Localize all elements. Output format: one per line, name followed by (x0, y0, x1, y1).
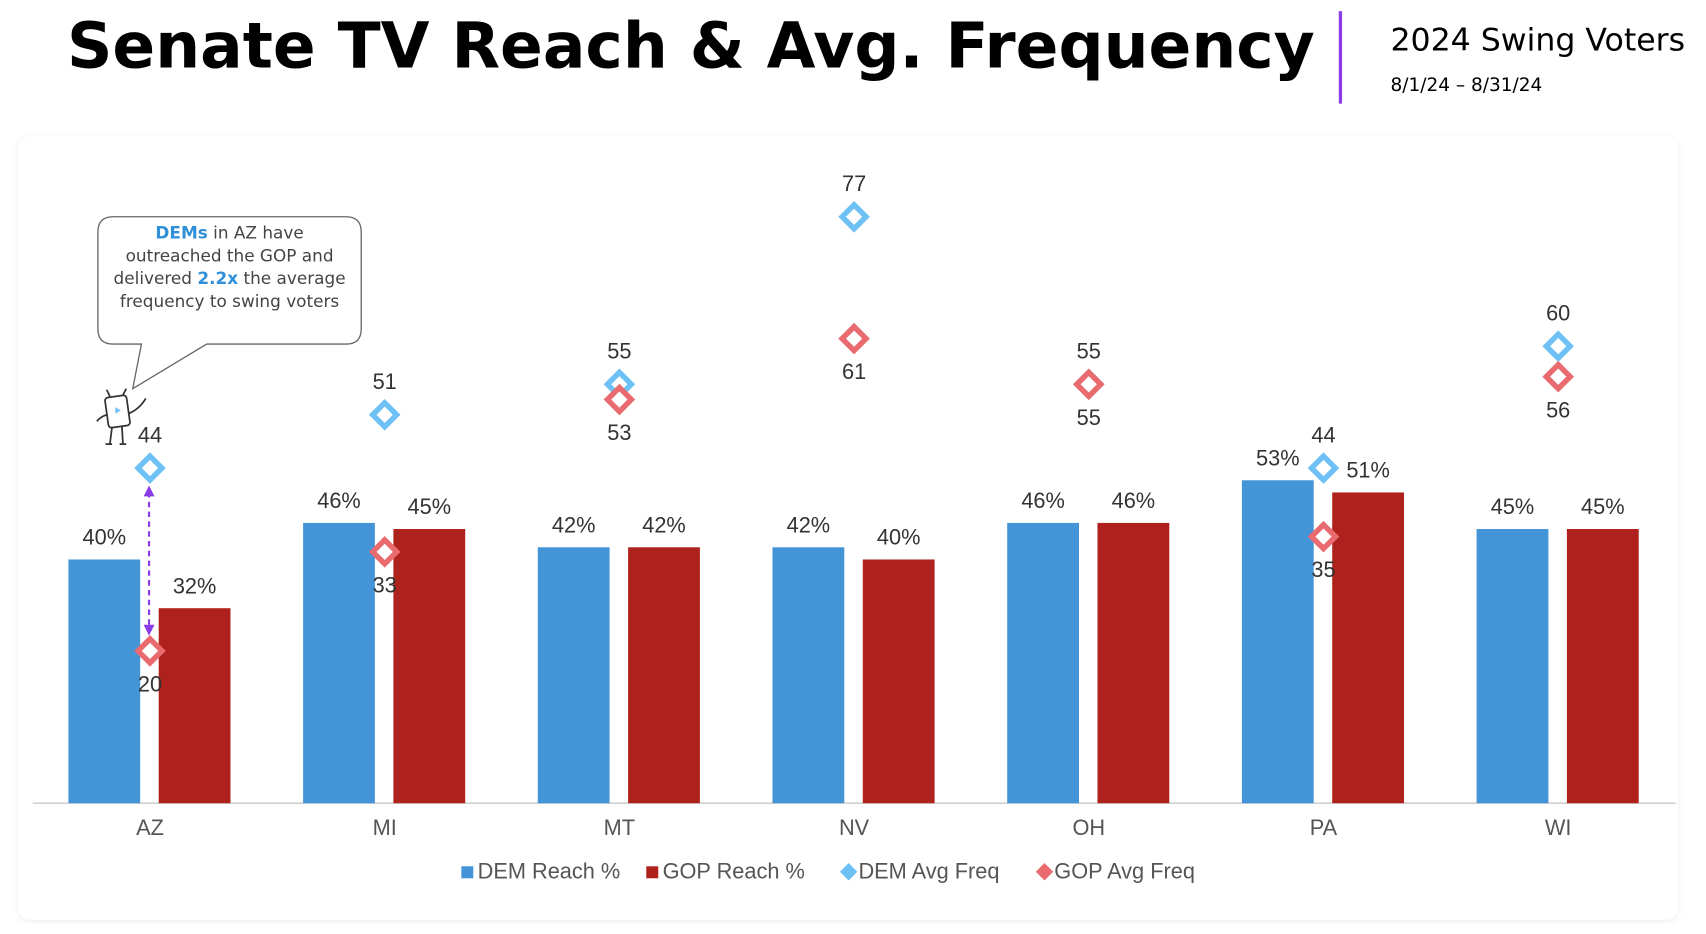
freq-value-label: 56 (1546, 397, 1570, 422)
x-tick-label: NV (839, 815, 870, 840)
freq-marker (838, 322, 870, 355)
bar-value-label: 40% (83, 525, 127, 550)
freq-value-label: 44 (138, 422, 162, 447)
bar-value-label: 42% (552, 512, 596, 537)
freq-value-label: 55 (1077, 339, 1101, 364)
freq-value-label: 33 (373, 572, 397, 597)
date-range: 8/1/24 – 8/31/24 (1390, 75, 1542, 96)
bar-value-label: 32% (173, 573, 217, 598)
legend-label: DEM Reach % (478, 859, 621, 884)
freq-value-label: 77 (842, 171, 866, 196)
freq-marker (134, 635, 166, 667)
bar (158, 608, 231, 804)
bar (628, 547, 700, 804)
bar (1241, 480, 1314, 804)
callout-highlight: DEMs (155, 223, 208, 243)
bar (68, 559, 141, 804)
bar-value-label: 40% (877, 525, 921, 550)
freq-value-label: 60 (1546, 300, 1570, 325)
bar (772, 547, 845, 804)
bar-value-label: 45% (1581, 494, 1625, 519)
bar (1332, 492, 1404, 804)
legend: DEM Reach % GOP Reach % DEM Avg Freq GOP Av… (461, 859, 1195, 884)
bar-value-label: 45% (408, 494, 452, 519)
freq-marker (1542, 330, 1574, 363)
freq-value-label: 53 (607, 420, 631, 445)
x-tick-label: WI (1545, 815, 1572, 840)
freq-marker (1307, 452, 1340, 484)
freq-value-label: 35 (1311, 557, 1335, 582)
freq-marker (134, 452, 166, 484)
bar (862, 559, 935, 804)
subtitle: 2024 Swing Voters (1390, 23, 1685, 59)
freq-marker (368, 398, 401, 431)
callout-bubble (97, 216, 362, 390)
freq-marker (1072, 368, 1105, 401)
chart-title: Senate TV Reach & Avg. Frequency (67, 8, 1315, 82)
freq-marker (838, 200, 870, 233)
bar (1476, 529, 1549, 804)
freq-marker (603, 383, 636, 416)
freq-value-label: 55 (1077, 405, 1101, 430)
callout-text: DEMs in AZ have outreached the GOP and d… (109, 222, 351, 313)
bar (1566, 529, 1639, 804)
freq-value-label: 20 (138, 671, 162, 696)
x-tick-label: MI (373, 815, 397, 840)
bar-value-label: 46% (317, 488, 361, 513)
legend-label: DEM Avg Freq (858, 859, 999, 884)
callout-highlight: 2.2x (197, 268, 239, 289)
bar-value-label: 46% (1021, 488, 1065, 513)
freq-value-label: 51 (373, 369, 397, 394)
bar (1097, 522, 1170, 804)
mascot-icon (96, 388, 147, 446)
bar (537, 547, 610, 804)
legend-swatch (839, 863, 858, 881)
legend-label: GOP Avg Freq (1054, 859, 1195, 884)
legend-swatch (461, 866, 474, 879)
freq-marker (1542, 360, 1574, 393)
x-tick-label: AZ (136, 815, 164, 840)
bar-value-label: 42% (642, 512, 686, 537)
bar (303, 522, 375, 804)
callout-text-part: the average frequency to swing voters (119, 268, 346, 312)
bar-value-label: 45% (1491, 494, 1535, 519)
bar-value-label: 53% (1256, 445, 1300, 470)
bar (1007, 522, 1079, 804)
freq-marker (1307, 520, 1340, 553)
callout-box: DEMs in AZ have outreached the GOP and d… (109, 222, 351, 313)
legend-swatch (1035, 863, 1054, 881)
x-tick-label: PA (1310, 815, 1338, 840)
freq-value-label: 44 (1311, 422, 1335, 447)
x-tick-label: OH (1072, 815, 1105, 840)
freq-marker (368, 536, 401, 568)
bar (393, 529, 466, 804)
freq-value-label: 61 (842, 359, 866, 384)
legend-label: GOP Reach % (663, 859, 805, 884)
bar-value-label: 46% (1112, 488, 1156, 513)
callout-text-part: in AZ have outreached the GOP and delive… (113, 223, 334, 289)
bar-value-label: 51% (1346, 458, 1390, 483)
x-tick-label: MT (604, 815, 635, 840)
freq-value-label: 55 (607, 339, 631, 364)
legend-swatch (646, 866, 659, 879)
bar-value-label: 42% (787, 512, 831, 537)
